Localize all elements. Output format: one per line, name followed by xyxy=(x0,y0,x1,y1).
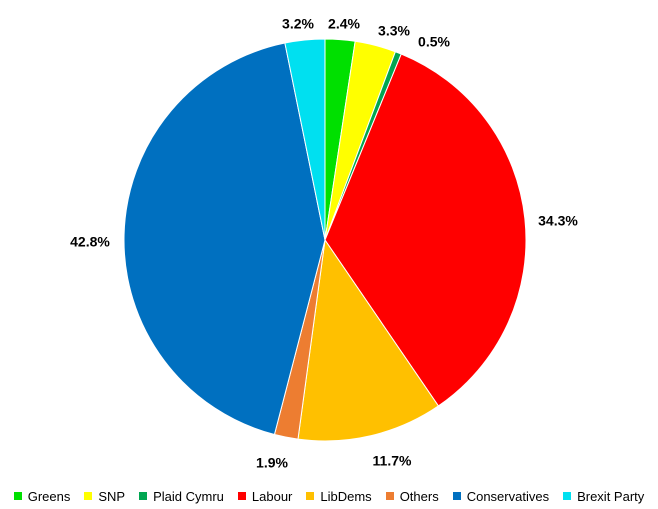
legend-label: SNP xyxy=(98,488,126,504)
pie-slice-brexit-party xyxy=(284,38,326,241)
legend-item-libdems: LibDems xyxy=(306,488,372,504)
legend-item-greens: Greens xyxy=(13,488,71,504)
legend-label: Conservatives xyxy=(466,488,550,504)
data-label-snp: 3.3% xyxy=(378,23,410,39)
legend-swatch xyxy=(306,492,315,500)
chart-legend: Greens SNP Plaid Cymru Labour LibDems Others C… xyxy=(0,486,658,506)
legend-item-others: Others xyxy=(385,488,439,504)
legend-label: Labour xyxy=(251,488,293,504)
legend-label: Plaid Cymru xyxy=(153,488,224,504)
legend-item-conservatives: Conservatives xyxy=(452,488,550,504)
data-label-plaid-cymru: 0.5% xyxy=(418,34,450,50)
data-label-libdems: 11.7% xyxy=(373,453,412,469)
legend-swatch xyxy=(139,492,148,500)
pie-slices xyxy=(123,38,527,442)
data-label-brexit-party: 3.2% xyxy=(282,16,314,32)
legend-swatch xyxy=(563,492,572,500)
pie-slice-conservatives xyxy=(123,42,326,436)
legend-swatch xyxy=(237,492,246,500)
legend-label: Brexit Party xyxy=(577,488,645,504)
data-label-greens: 2.4% xyxy=(328,16,360,32)
legend-item-plaid-cymru: Plaid Cymru xyxy=(139,489,224,504)
legend-swatch xyxy=(13,492,22,500)
pie-data-labels: 2.4% 3.3% 0.5% 34.3% 11.7% 1.9% 42.8% 3.2% xyxy=(70,16,578,471)
legend-label: Others xyxy=(399,488,439,504)
legend-label: Greens xyxy=(27,488,71,504)
legend-swatch xyxy=(452,492,461,500)
pie-slice-labour xyxy=(324,53,527,407)
legend-swatch xyxy=(385,492,394,500)
data-label-others: 1.9% xyxy=(256,455,288,471)
data-label-labour: 34.3% xyxy=(538,213,578,229)
data-label-conservatives: 42.8% xyxy=(70,234,110,250)
pie-slice-libdems xyxy=(297,238,440,442)
legend-item-labour: Labour xyxy=(237,488,293,504)
legend-item-snp: SNP xyxy=(84,489,125,504)
legend-item-brexit-party: Brexit Party xyxy=(563,489,644,504)
legend-label: LibDems xyxy=(320,488,372,504)
legend-swatch xyxy=(84,492,93,500)
